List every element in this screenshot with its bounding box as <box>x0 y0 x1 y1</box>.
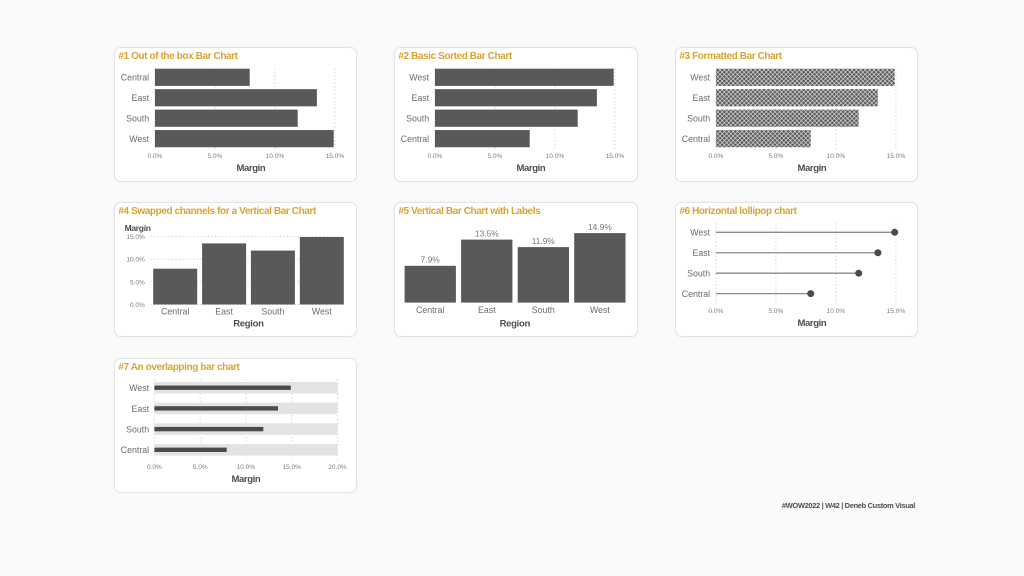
svg-text:5.0%: 5.0% <box>129 279 144 286</box>
svg-text:Margin: Margin <box>124 223 150 233</box>
svg-text:15.0%: 15.0% <box>886 308 905 315</box>
svg-text:East: East <box>692 248 710 258</box>
svg-text:#4 Swapped channels for a Vert: #4 Swapped channels for a Vertical Bar C… <box>118 206 317 217</box>
svg-text:10.0%: 10.0% <box>826 153 845 160</box>
svg-text:Central: Central <box>120 445 148 455</box>
svg-text:Central: Central <box>416 305 444 315</box>
svg-text:East: East <box>411 93 429 103</box>
svg-text:Region: Region <box>233 318 264 329</box>
svg-text:11.9%: 11.9% <box>532 236 556 246</box>
svg-text:5.0%: 5.0% <box>192 464 207 471</box>
svg-text:Central: Central <box>120 72 148 82</box>
svg-text:East: East <box>478 305 496 315</box>
svg-text:5.0%: 5.0% <box>487 153 502 160</box>
svg-text:#2 Basic Sorted Bar Chart: #2 Basic Sorted Bar Chart <box>398 51 512 62</box>
svg-text:10.0%: 10.0% <box>126 257 145 264</box>
svg-text:15.0%: 15.0% <box>886 153 905 160</box>
svg-text:13.5%: 13.5% <box>475 228 499 238</box>
svg-text:Central: Central <box>161 306 189 316</box>
svg-text:East: East <box>131 403 149 413</box>
svg-text:0.0%: 0.0% <box>708 153 723 160</box>
svg-text:West: West <box>129 134 149 144</box>
svg-text:West: West <box>129 383 149 393</box>
svg-text:West: West <box>690 228 710 238</box>
svg-text:East: East <box>692 93 710 103</box>
svg-text:#5 Vertical Bar Chart with Lab: #5 Vertical Bar Chart with Labels <box>398 206 541 217</box>
svg-text:Margin: Margin <box>797 318 826 329</box>
svg-text:#1 Out of the box Bar Chart: #1 Out of the box Bar Chart <box>118 51 238 62</box>
svg-text:#6 Horizontal lollipop chart: #6 Horizontal lollipop chart <box>679 206 797 217</box>
svg-text:Central: Central <box>401 134 429 144</box>
svg-text:5.0%: 5.0% <box>768 153 783 160</box>
svg-text:Central: Central <box>681 134 709 144</box>
svg-text:South: South <box>687 113 710 123</box>
svg-text:10.0%: 10.0% <box>236 464 255 471</box>
svg-text:East: East <box>131 93 149 103</box>
svg-text:14.9%: 14.9% <box>588 222 612 232</box>
svg-text:South: South <box>126 113 149 123</box>
svg-text:Margin: Margin <box>517 163 546 174</box>
svg-text:Region: Region <box>500 319 531 330</box>
svg-text:Margin: Margin <box>797 163 826 174</box>
svg-text:West: West <box>590 305 610 315</box>
svg-text:West: West <box>409 72 429 82</box>
svg-text:Margin: Margin <box>231 474 260 485</box>
svg-text:15.0%: 15.0% <box>325 153 344 160</box>
svg-text:#7 An overlapping bar chart: #7 An overlapping bar chart <box>118 362 240 373</box>
svg-text:20.0%: 20.0% <box>328 464 347 471</box>
svg-text:15.0%: 15.0% <box>282 464 301 471</box>
svg-text:West: West <box>690 72 710 82</box>
svg-text:#3 Formatted Bar Chart: #3 Formatted Bar Chart <box>679 51 782 62</box>
svg-text:15.0%: 15.0% <box>606 153 625 160</box>
svg-text:5.0%: 5.0% <box>207 153 222 160</box>
svg-text:10.0%: 10.0% <box>265 153 284 160</box>
svg-text:Central: Central <box>681 289 709 299</box>
svg-text:West: West <box>311 306 331 316</box>
svg-text:0.0%: 0.0% <box>146 464 161 471</box>
svg-text:South: South <box>261 306 284 316</box>
svg-text:South: South <box>126 424 149 434</box>
svg-text:15.0%: 15.0% <box>126 234 145 241</box>
svg-text:0.0%: 0.0% <box>147 153 162 160</box>
svg-text:7.9%: 7.9% <box>421 255 441 265</box>
svg-text:South: South <box>532 305 555 315</box>
svg-text:0.0%: 0.0% <box>129 302 144 309</box>
svg-text:South: South <box>687 269 710 279</box>
svg-text:10.0%: 10.0% <box>826 308 845 315</box>
svg-text:0.0%: 0.0% <box>427 153 442 160</box>
svg-text:East: East <box>215 306 233 316</box>
svg-text:10.0%: 10.0% <box>546 153 565 160</box>
svg-text:5.0%: 5.0% <box>768 308 783 315</box>
svg-text:Margin: Margin <box>236 163 265 174</box>
svg-text:South: South <box>406 113 429 123</box>
svg-text:0.0%: 0.0% <box>708 308 723 315</box>
